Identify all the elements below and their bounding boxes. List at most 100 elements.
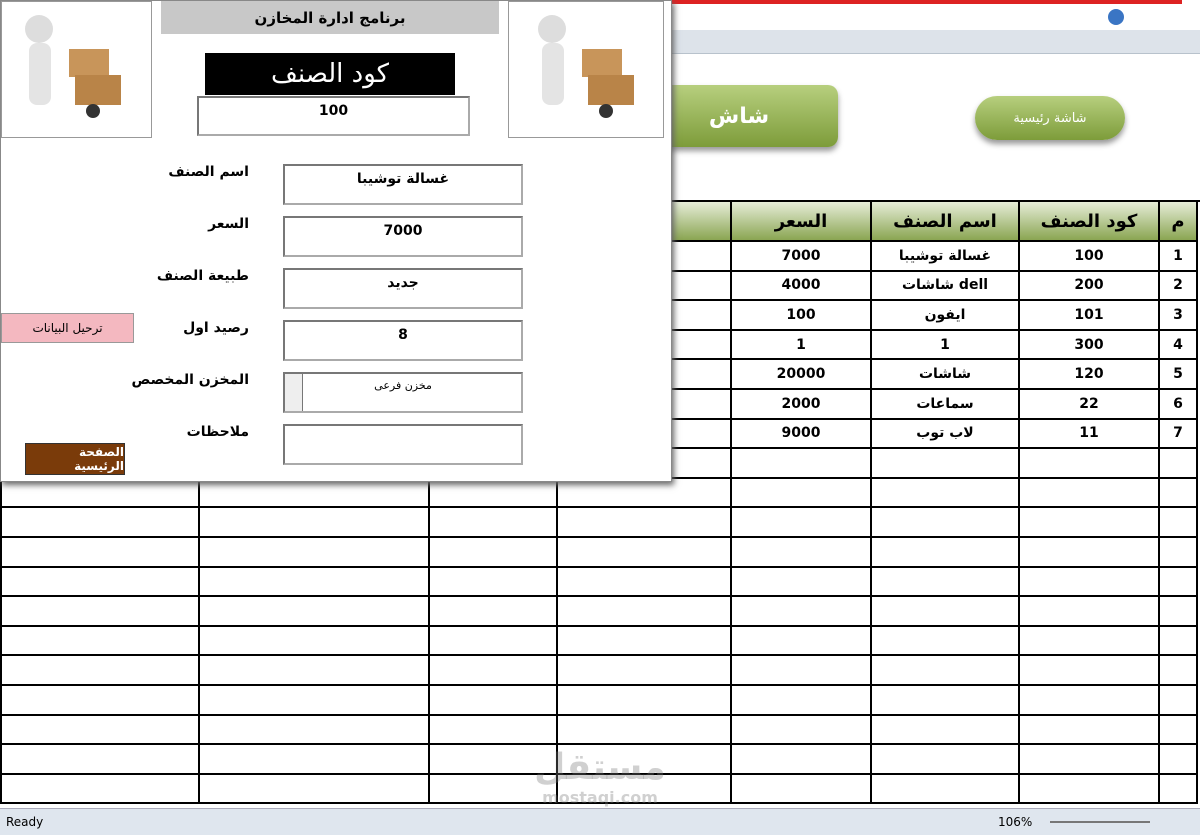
table-cell[interactable]	[872, 686, 1020, 716]
table-cell[interactable]: 100	[1020, 242, 1160, 272]
table-cell[interactable]	[430, 597, 558, 627]
post-data-button[interactable]: ترحيل البيانات	[1, 313, 134, 343]
table-cell[interactable]	[732, 715, 872, 746]
table-cell[interactable]: 7000	[732, 242, 872, 272]
table-cell[interactable]	[1020, 626, 1160, 657]
dropdown-arrow[interactable]	[285, 374, 303, 411]
table-cell[interactable]	[872, 715, 1020, 746]
table-cell[interactable]: 7	[1160, 419, 1198, 450]
table-cell[interactable]	[872, 745, 1020, 775]
table-cell[interactable]	[0, 508, 200, 538]
table-cell[interactable]	[1020, 686, 1160, 716]
table-cell[interactable]	[732, 774, 872, 805]
table-cell[interactable]	[558, 597, 732, 627]
table-cell[interactable]: 22	[1020, 390, 1160, 420]
table-cell[interactable]	[1020, 745, 1160, 775]
table-cell[interactable]: 4000	[732, 271, 872, 302]
table-cell[interactable]	[1160, 656, 1198, 686]
table-cell[interactable]: 1	[872, 330, 1020, 361]
table-cell[interactable]: 1	[732, 330, 872, 361]
table-cell[interactable]	[732, 745, 872, 775]
table-cell[interactable]: لاب توب	[872, 419, 1020, 450]
table-cell[interactable]	[872, 538, 1020, 568]
table-cell[interactable]	[1020, 478, 1160, 509]
zoom-slider[interactable]	[1050, 821, 1150, 823]
field-input[interactable]: 8	[283, 320, 523, 361]
table-cell[interactable]	[430, 745, 558, 775]
table-cell[interactable]	[1160, 597, 1198, 627]
table-cell[interactable]	[200, 715, 430, 746]
table-cell[interactable]	[1160, 478, 1198, 509]
table-cell[interactable]	[0, 656, 200, 686]
table-cell[interactable]	[872, 449, 1020, 479]
table-cell[interactable]: 9000	[732, 419, 872, 450]
table-cell[interactable]: 11	[1020, 419, 1160, 450]
table-cell[interactable]	[0, 745, 200, 775]
table-cell[interactable]: 1	[1160, 242, 1198, 272]
table-cell[interactable]	[732, 686, 872, 716]
table-cell[interactable]: 300	[1020, 330, 1160, 361]
table-cell[interactable]	[430, 686, 558, 716]
table-cell[interactable]	[558, 567, 732, 598]
field-input[interactable]: غسالة توشيبا	[283, 164, 523, 205]
table-cell[interactable]	[200, 656, 430, 686]
table-cell[interactable]	[430, 774, 558, 805]
table-cell[interactable]	[1020, 656, 1160, 686]
table-cell[interactable]	[430, 656, 558, 686]
table-cell[interactable]	[430, 538, 558, 568]
table-cell[interactable]	[0, 686, 200, 716]
table-cell[interactable]	[430, 715, 558, 746]
table-cell[interactable]	[200, 478, 430, 509]
table-cell[interactable]	[1160, 686, 1198, 716]
table-cell[interactable]	[0, 715, 200, 746]
home-button[interactable]: الصفحة الرئيسية	[25, 443, 125, 475]
table-cell[interactable]	[732, 656, 872, 686]
table-cell[interactable]: 6	[1160, 390, 1198, 420]
table-cell[interactable]: 5	[1160, 360, 1198, 390]
table-cell[interactable]: غسالة توشيبا	[872, 242, 1020, 272]
table-cell[interactable]	[872, 774, 1020, 805]
table-cell[interactable]	[732, 597, 872, 627]
table-cell[interactable]: 120	[1020, 360, 1160, 390]
table-cell[interactable]	[200, 774, 430, 805]
table-cell[interactable]: 100	[732, 301, 872, 331]
table-cell[interactable]	[430, 508, 558, 538]
table-cell[interactable]	[200, 567, 430, 598]
table-cell[interactable]	[558, 626, 732, 657]
table-cell[interactable]	[1160, 774, 1198, 805]
table-cell[interactable]	[0, 567, 200, 598]
table-cell[interactable]: 2000	[732, 390, 872, 420]
field-input[interactable]	[283, 424, 523, 465]
table-cell[interactable]	[0, 626, 200, 657]
table-cell[interactable]	[558, 686, 732, 716]
field-input[interactable]: 7000	[283, 216, 523, 257]
table-cell[interactable]: 4	[1160, 330, 1198, 361]
table-cell[interactable]: 101	[1020, 301, 1160, 331]
field-input[interactable]: جديد	[283, 268, 523, 309]
table-cell[interactable]	[1020, 567, 1160, 598]
table-cell[interactable]	[1020, 538, 1160, 568]
table-cell[interactable]	[200, 597, 430, 627]
table-cell[interactable]	[732, 538, 872, 568]
table-cell[interactable]	[872, 508, 1020, 538]
table-cell[interactable]	[1020, 774, 1160, 805]
table-cell[interactable]	[1160, 508, 1198, 538]
table-cell[interactable]	[1160, 715, 1198, 746]
table-cell[interactable]	[0, 774, 200, 805]
table-cell[interactable]	[1020, 715, 1160, 746]
table-cell[interactable]	[872, 626, 1020, 657]
table-cell[interactable]	[732, 478, 872, 509]
table-cell[interactable]	[558, 656, 732, 686]
code-input[interactable]: 100	[197, 96, 470, 136]
table-cell[interactable]	[200, 626, 430, 657]
table-cell[interactable]: 200	[1020, 271, 1160, 302]
table-cell[interactable]	[558, 508, 732, 538]
table-cell[interactable]	[558, 774, 732, 805]
table-cell[interactable]	[872, 567, 1020, 598]
table-cell[interactable]	[200, 686, 430, 716]
table-cell[interactable]: سماعات	[872, 390, 1020, 420]
table-cell[interactable]	[558, 478, 732, 509]
table-cell[interactable]	[872, 478, 1020, 509]
table-cell[interactable]: شاشات dell	[872, 271, 1020, 302]
table-cell[interactable]	[732, 508, 872, 538]
